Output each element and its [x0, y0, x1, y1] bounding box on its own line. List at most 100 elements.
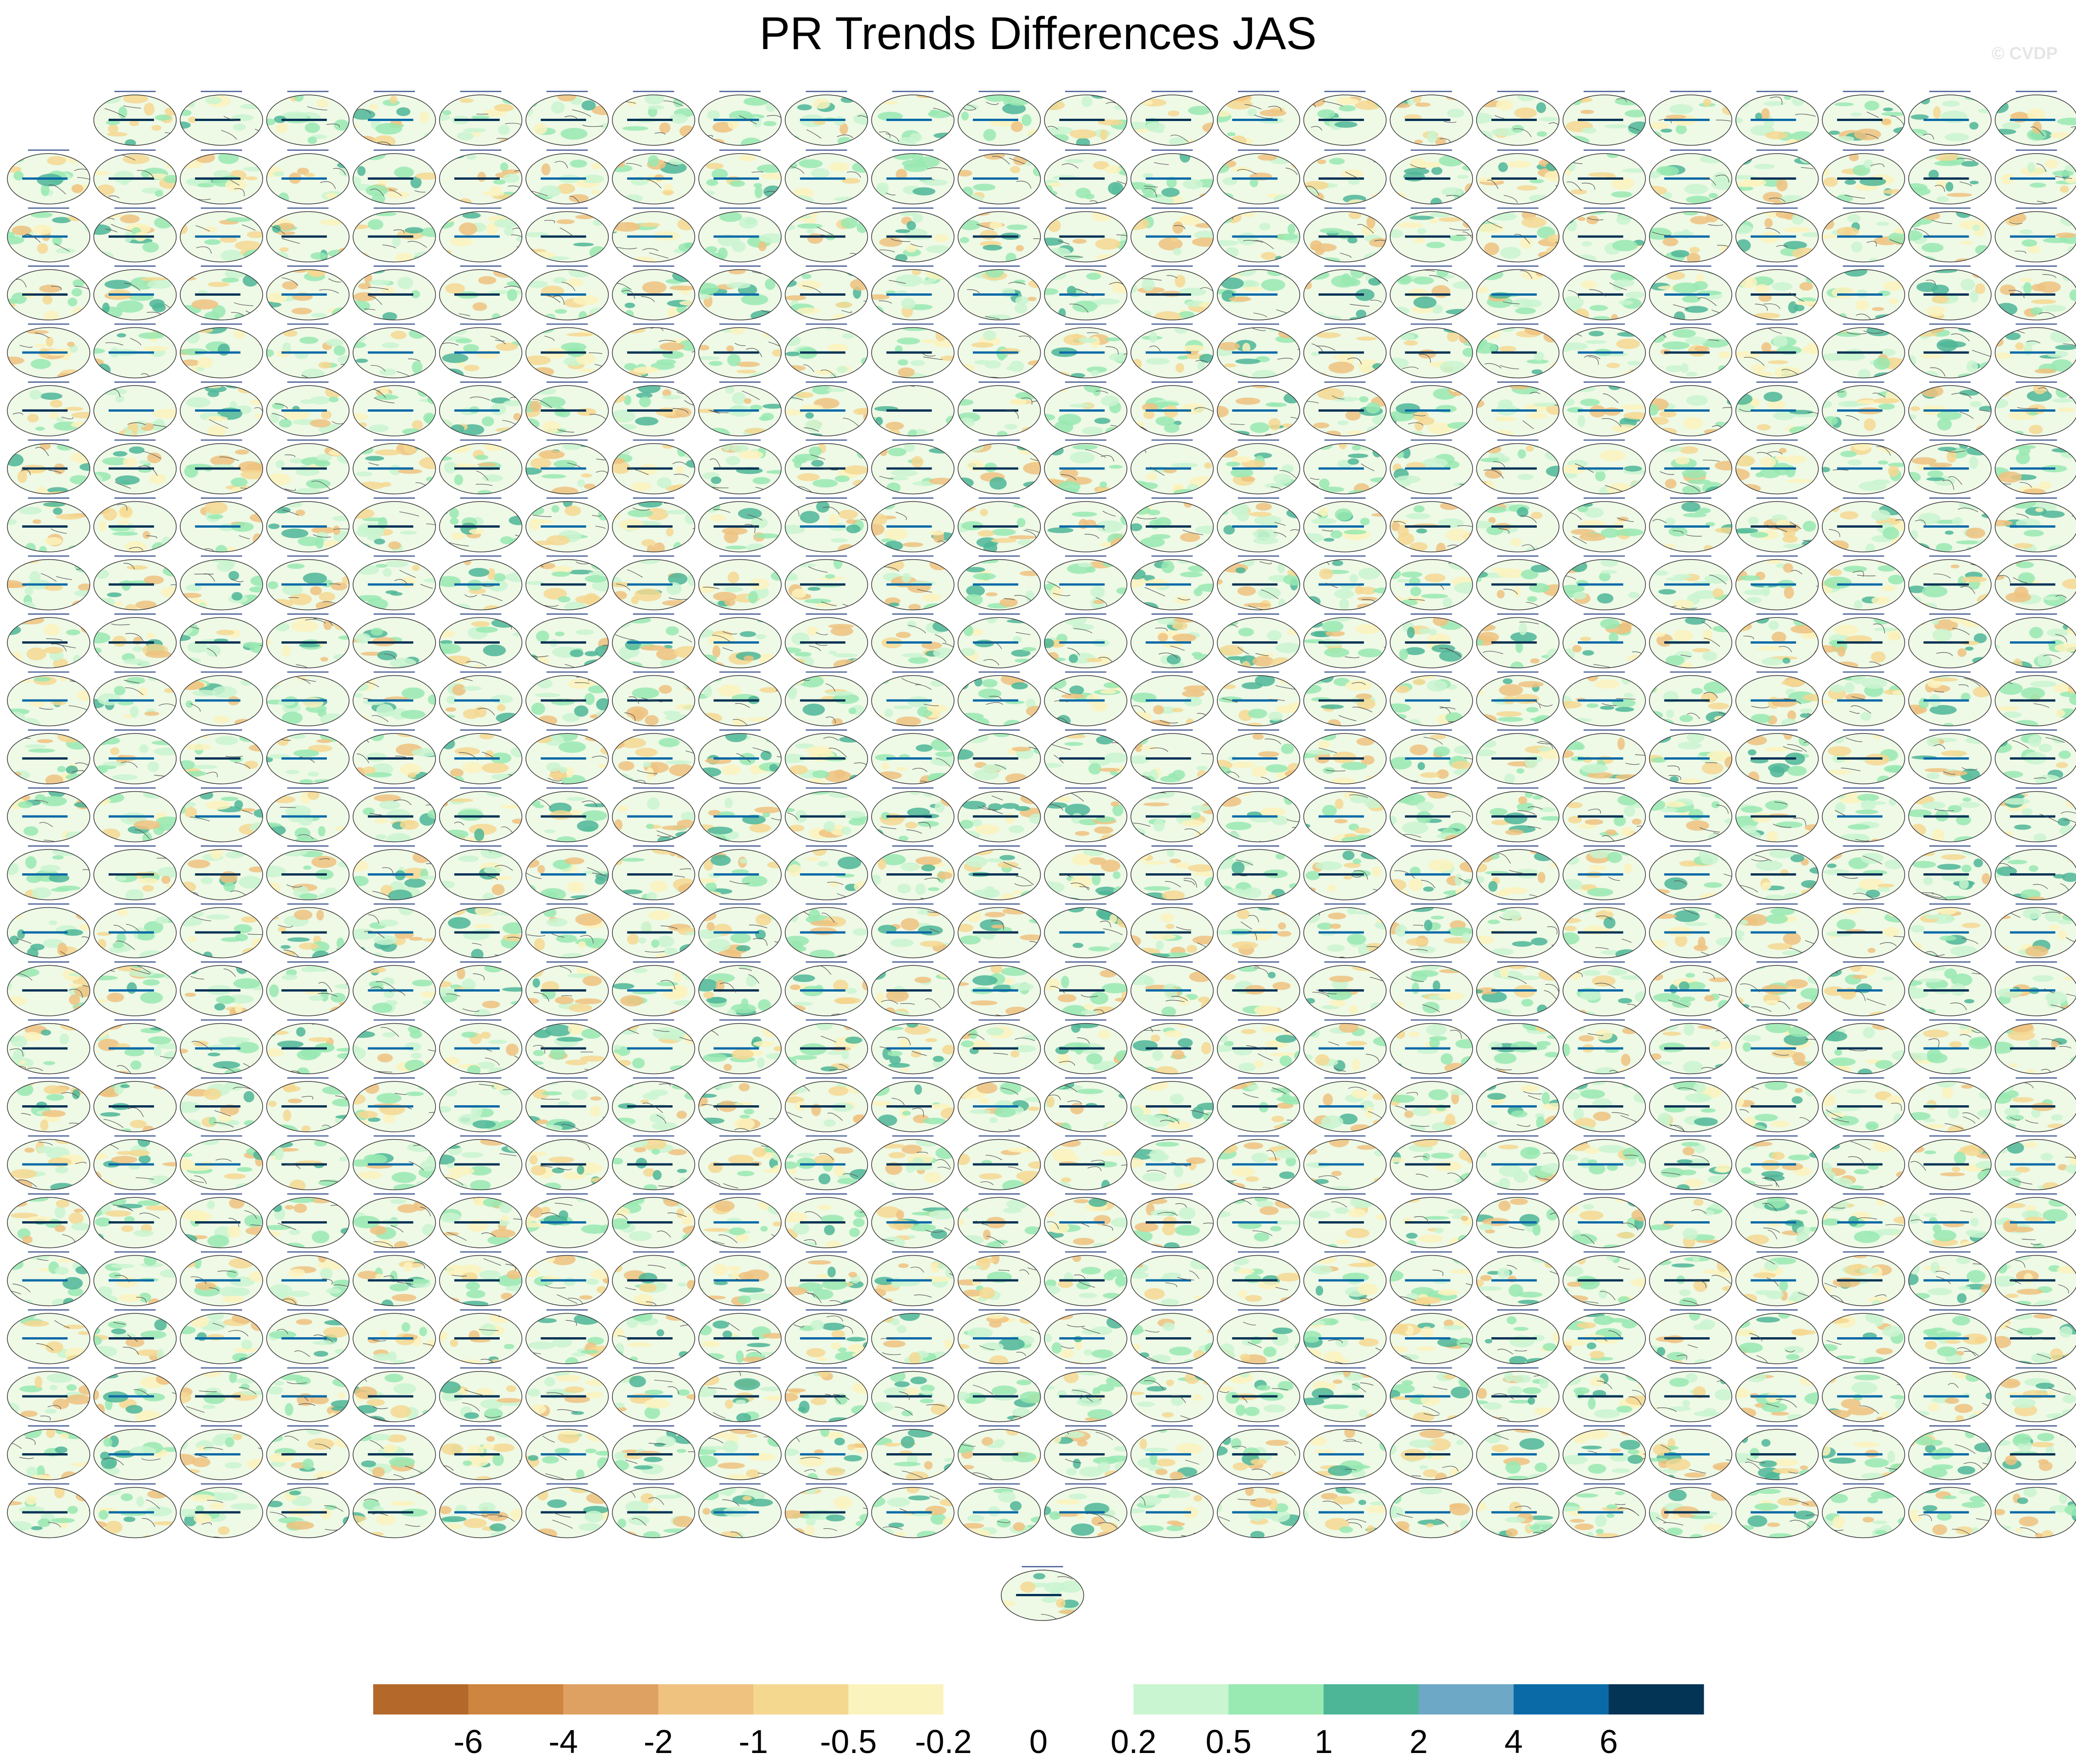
map-panel — [1994, 671, 2076, 727]
map-panel — [439, 1367, 523, 1422]
map-panel — [266, 1135, 350, 1191]
map-panel — [266, 439, 350, 495]
colorbar-tick-label: -4 — [549, 1724, 578, 1760]
map-panel — [1390, 381, 1473, 436]
map-panel — [1994, 787, 2076, 843]
map-panel — [266, 1251, 350, 1306]
map-panel — [180, 1193, 263, 1248]
map-panel — [1130, 613, 1214, 668]
map-panel — [1217, 497, 1300, 552]
colorbar-tick-label: -2 — [644, 1724, 673, 1760]
colorbar-tick-label: 2 — [1409, 1724, 1428, 1760]
map-panel — [698, 439, 782, 495]
map-panel — [1563, 845, 1646, 900]
map-panel — [353, 1309, 436, 1364]
map-panel — [1130, 323, 1214, 379]
map-panel — [871, 613, 955, 668]
map-panel — [1822, 845, 1905, 900]
map-panel — [871, 1367, 955, 1422]
map-panel — [1649, 961, 1733, 1016]
map-panel — [1303, 1251, 1387, 1306]
map-panel — [612, 497, 696, 552]
map-panel — [439, 91, 523, 146]
map-panel — [698, 1483, 782, 1538]
map-panel — [439, 903, 523, 959]
map-panel — [871, 265, 955, 320]
map-panel — [1217, 439, 1300, 495]
map-panel — [1044, 1483, 1127, 1538]
map-panel — [1649, 613, 1733, 668]
map-panel — [612, 1251, 696, 1306]
map-panel — [1217, 671, 1300, 727]
map-panel — [1822, 555, 1905, 611]
colorbar-swatch — [753, 1684, 849, 1714]
map-panel — [1130, 1077, 1214, 1132]
map-panel — [180, 1135, 263, 1191]
map-panel — [871, 1193, 955, 1248]
map-panel — [784, 1309, 868, 1364]
map-panel — [698, 1077, 782, 1132]
map-panel — [871, 207, 955, 263]
map-panel — [1908, 845, 1992, 900]
colorbar-tick-label: 0.2 — [1110, 1724, 1156, 1760]
map-panel — [439, 1077, 523, 1132]
map-panel — [266, 381, 350, 436]
map-panel — [784, 207, 868, 263]
map-panel — [1822, 207, 1905, 263]
map-panel — [1735, 729, 1819, 784]
map-panel — [7, 555, 90, 611]
map-panel — [1822, 381, 1905, 436]
colorbar-tick-label: -0.2 — [915, 1724, 972, 1760]
colorbar-swatch — [1133, 1684, 1229, 1714]
map-panel — [1476, 91, 1560, 146]
map-panel — [353, 1135, 436, 1191]
map-panel — [1822, 91, 1905, 146]
map-panel — [784, 555, 868, 611]
map-panel — [1822, 1309, 1905, 1364]
map-panel — [353, 1367, 436, 1422]
map-panel — [180, 845, 263, 900]
map-panel — [1822, 613, 1905, 668]
map-panel — [1390, 265, 1473, 320]
map-panel — [1908, 1077, 1992, 1132]
map-panel — [1822, 1367, 1905, 1422]
map-panel — [1908, 961, 1992, 1016]
colorbar-swatch — [1228, 1684, 1324, 1714]
map-panel — [1822, 149, 1905, 204]
map-panel — [266, 207, 350, 263]
map-panel — [612, 961, 696, 1016]
map-panel — [1822, 671, 1905, 727]
map-panel — [180, 1019, 263, 1075]
colorbar-swatch — [658, 1684, 754, 1714]
map-panel — [1303, 439, 1387, 495]
map-panel — [1390, 1425, 1473, 1480]
colorbar-tick-label: -6 — [453, 1724, 483, 1760]
map-panel — [1303, 149, 1387, 204]
map-panel — [353, 787, 436, 843]
map-panel — [1476, 1135, 1560, 1191]
colorbar-swatch — [1323, 1684, 1419, 1714]
map-panel — [1994, 1135, 2076, 1191]
colorbar-swatch — [373, 1684, 469, 1714]
map-panel — [1130, 497, 1214, 552]
map-panel — [1303, 961, 1387, 1016]
map-panel — [1390, 1077, 1473, 1132]
map-panel — [439, 845, 523, 900]
map-panel — [7, 323, 90, 379]
map-panel — [1476, 787, 1560, 843]
map-panel — [439, 1425, 523, 1480]
map-panel — [180, 961, 263, 1016]
map-panel — [1994, 1019, 2076, 1075]
map-panel — [784, 1251, 868, 1306]
map-panel — [439, 671, 523, 727]
map-panel — [1994, 555, 2076, 611]
map-panel — [1822, 1251, 1905, 1306]
map-panel — [180, 1077, 263, 1132]
map-panel — [1130, 787, 1214, 843]
map-panel — [1735, 1483, 1819, 1538]
map-panel — [1908, 149, 1992, 204]
map-panel — [439, 1193, 523, 1248]
map-panel — [525, 323, 609, 379]
map-panel — [1044, 1367, 1127, 1422]
map-panel — [7, 1425, 90, 1480]
